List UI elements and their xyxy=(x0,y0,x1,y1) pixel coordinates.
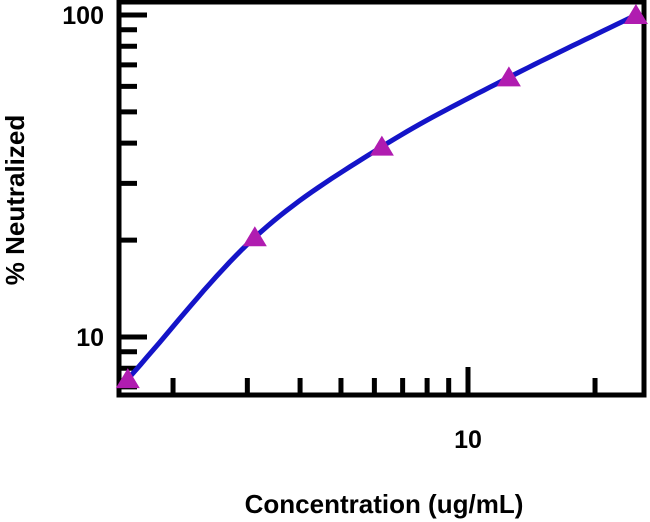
x-tick-label: 10 xyxy=(454,426,482,454)
triangle-marker xyxy=(242,226,267,247)
y-tick-label: 10 xyxy=(76,324,104,352)
triangle-marker xyxy=(369,135,394,156)
triangle-marker xyxy=(496,66,521,87)
triangle-marker xyxy=(115,368,140,389)
y-tick-label: 100 xyxy=(62,2,104,30)
y-axis-ticks xyxy=(119,12,147,390)
data-point-markers xyxy=(115,4,648,389)
y-axis-tick-labels: 10 100 xyxy=(62,2,104,352)
x-axis-ticks xyxy=(170,367,598,395)
fit-curve xyxy=(125,12,639,382)
x-axis-title: Concentration (ug/mL) xyxy=(245,489,524,519)
x-axis-tick-labels: 10 xyxy=(454,426,482,454)
triangle-marker xyxy=(623,4,648,24)
plot-frame xyxy=(116,0,647,398)
plot-area-border xyxy=(116,0,647,398)
y-axis-title: % Neutralized xyxy=(0,115,30,286)
